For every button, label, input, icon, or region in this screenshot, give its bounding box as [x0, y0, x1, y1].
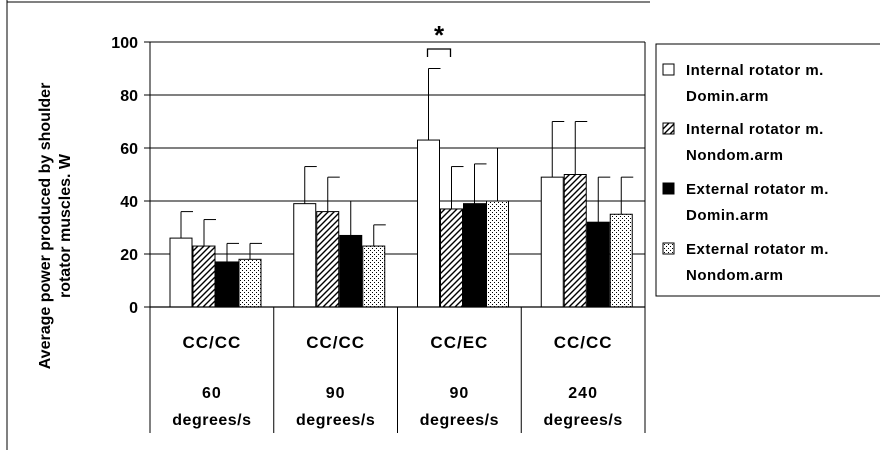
category-table: CC/CC 60 degrees/s CC/CC 90 degrees/s CC/EC 90 d… — [149, 307, 646, 433]
bar-s1-c1 — [316, 211, 340, 308]
bars — [169, 139, 633, 308]
y-tick-label: 20 — [120, 247, 138, 264]
bar-s2-c1 — [339, 234, 363, 308]
legend-swatch-0 — [662, 63, 675, 76]
y-axis-label-line1: Average power produced by shoulder — [37, 83, 54, 370]
y-tick-label: 60 — [120, 141, 138, 158]
significance-annotation: * — [426, 20, 452, 57]
bar-s0-c3 — [540, 176, 564, 308]
legend-label-1-0: Internal rotator m. — [686, 121, 824, 138]
bar-s3-c3 — [609, 213, 633, 308]
legend-label-3-1: Nondom.arm — [686, 267, 784, 284]
y-axis-label: Average power produced by shoulder rotat… — [37, 83, 74, 370]
y-tick-label: 40 — [120, 194, 138, 211]
category-speed-label: 60 — [202, 385, 222, 402]
y-axis-label-line2: rotator muscles. W — [57, 153, 74, 298]
legend-label-2-0: External rotator m. — [686, 181, 829, 198]
legend-label-1-1: Nondom.arm — [686, 147, 784, 164]
legend-swatch-2 — [662, 182, 675, 195]
bar-s3-c2 — [486, 200, 509, 308]
bar-s2-c0 — [215, 261, 239, 308]
category-mode-label: CC/EC — [430, 333, 488, 352]
bar-s1-c0 — [192, 245, 216, 308]
category-mode-label: CC/CC — [306, 333, 365, 352]
significance-bracket — [426, 48, 452, 57]
bar-s2-c3 — [586, 221, 610, 308]
legend-swatch-1 — [662, 122, 675, 135]
bar-s0-c1 — [293, 203, 317, 308]
category-speed-label: 90 — [326, 385, 346, 402]
bar-s0-c0 — [169, 237, 193, 308]
y-tick-label: 100 — [111, 35, 138, 52]
legend-label-0-0: Internal rotator m. — [686, 62, 824, 79]
category-mode-label: CC/CC — [554, 333, 613, 352]
category-speed-label: 240 — [568, 385, 598, 402]
y-tick-label: 0 — [129, 300, 138, 317]
error-bars — [180, 68, 634, 262]
category-mode-label: CC/CC — [182, 333, 241, 352]
bar-s3-c0 — [238, 258, 262, 308]
bar-s0-c2 — [417, 139, 440, 308]
y-axis-ticks: 0 20 40 60 80 100 — [111, 35, 150, 317]
bar-s3-c1 — [362, 245, 386, 308]
legend-box — [655, 43, 880, 297]
category-unit-label: degrees/s — [296, 412, 375, 429]
bar-s1-c2 — [440, 208, 463, 308]
category-unit-label: degrees/s — [420, 412, 499, 429]
legend: Internal rotator m. Domin.arm Internal rot… — [655, 43, 880, 297]
category-unit-label: degrees/s — [172, 412, 251, 429]
bar-s1-c3 — [563, 174, 587, 308]
legend-swatch-3 — [662, 242, 675, 255]
significance-star: * — [434, 20, 445, 50]
category-unit-label: degrees/s — [544, 412, 623, 429]
legend-label-2-1: Domin.arm — [686, 207, 769, 224]
bar-s2-c2 — [463, 203, 486, 308]
y-tick-label: 80 — [120, 88, 138, 105]
legend-label-3-0: External rotator m. — [686, 241, 829, 258]
legend-label-0-1: Domin.arm — [686, 88, 769, 105]
category-speed-label: 90 — [449, 385, 469, 402]
